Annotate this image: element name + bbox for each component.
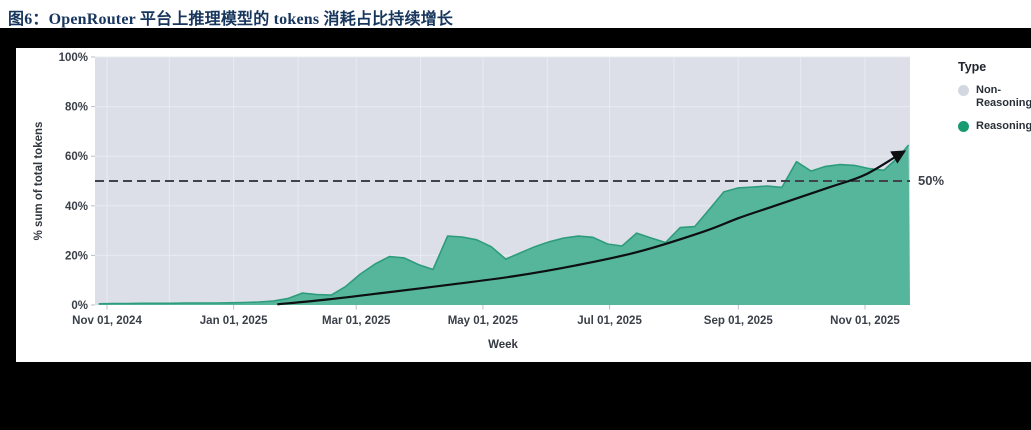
x-axis-ticks: Nov 01, 2024 Jan 01, 2025 Mar 01, 2025 May …: [72, 305, 900, 327]
y-axis-ticks: 100% 80% 60% 40% 20% 0%: [59, 52, 95, 312]
chart-panel: 100% 80% 60% 40% 20% 0% Nov 01, 2024 Jan 01, 20…: [16, 48, 1031, 362]
trend-line: [277, 150, 907, 306]
legend-item-reasoning: Reasoning: [958, 120, 1031, 133]
y-tick-label: 0%: [71, 300, 88, 312]
x-tick-label: Jul 01, 2025: [577, 315, 642, 327]
reasoning-area-outline: [98, 144, 910, 305]
reasoning-swatch-icon: [958, 120, 969, 132]
black-band-bottom: [0, 362, 1031, 430]
figure-title: 图6：OpenRouter 平台上推理模型的 tokens 消耗占比持续增长: [8, 11, 454, 28]
black-band-left: [0, 28, 16, 430]
legend: Type Non-Reasoning Reasoning: [958, 60, 1031, 133]
legend-title: Type: [958, 60, 987, 74]
y-tick-label: 100%: [59, 52, 88, 64]
x-tick-label: Mar 01, 2025: [322, 315, 391, 327]
legend-item-non-reasoning: Non-Reasoning: [958, 84, 1031, 110]
x-tick-label: Sep 01, 2025: [704, 315, 774, 327]
reasoning-area: [98, 145, 910, 305]
non-reasoning-swatch-icon: [958, 85, 969, 96]
black-band-top: [0, 28, 1031, 48]
y-tick-label: 60%: [65, 151, 88, 163]
x-tick-label: Jan 01, 2025: [200, 315, 268, 327]
y-tick-label: 40%: [65, 201, 88, 213]
y-tick-label: 80%: [65, 102, 88, 114]
chart-canvas: 100% 80% 60% 40% 20% 0% Nov 01, 2024 Jan 01, 20…: [59, 52, 910, 327]
x-tick-label: May 01, 2025: [448, 315, 519, 327]
legend-label-reasoning: Reasoning: [976, 119, 1031, 132]
y-tick-label: 20%: [65, 250, 88, 262]
y-axis-title: % sum of total tokens: [33, 121, 45, 241]
x-tick-label: Nov 01, 2024: [72, 315, 142, 327]
x-tick-label: Nov 01, 2025: [830, 315, 900, 327]
fifty-percent-label: 50%: [918, 173, 945, 188]
legend-label-non-reasoning: Non-Reasoning: [976, 84, 1031, 109]
x-axis-title: Week: [488, 339, 518, 351]
